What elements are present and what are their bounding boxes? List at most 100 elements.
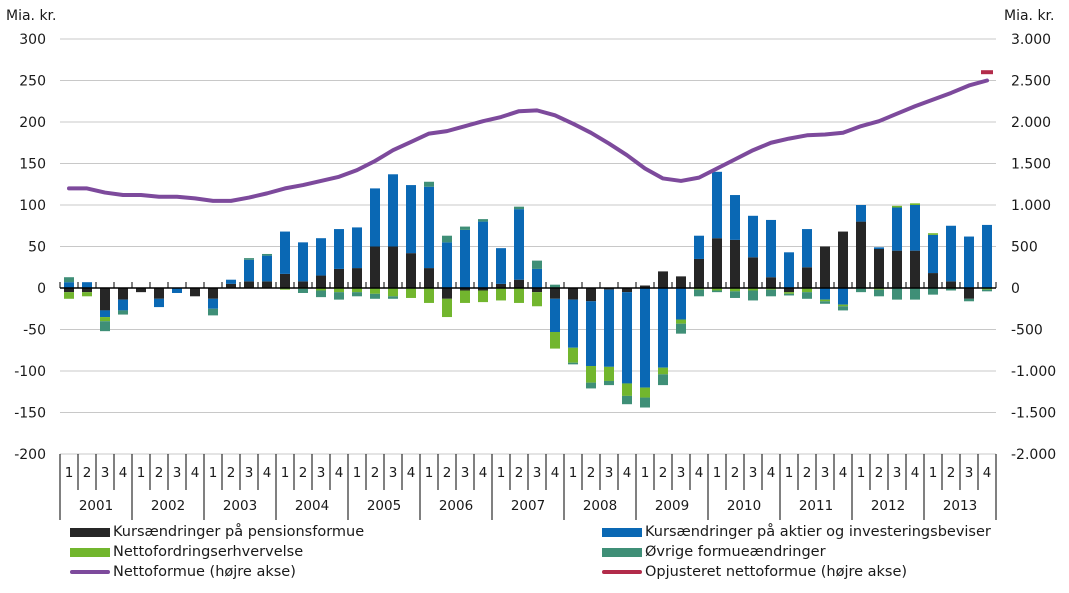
bar-segment bbox=[982, 288, 992, 290]
quarter-label: 2 bbox=[227, 465, 236, 481]
bar-segment bbox=[478, 221, 488, 288]
quarter-label: 3 bbox=[173, 465, 182, 481]
right-axis-ticks: 3.000 2.500 2.000 1.500 1.000 500 0 -500 -1.000 -… bbox=[1011, 32, 1056, 463]
quarter-label: 4 bbox=[263, 465, 272, 481]
bar-segment bbox=[550, 288, 560, 299]
bar-segment bbox=[802, 292, 812, 299]
bar-segment bbox=[622, 395, 632, 405]
quarter-label: 1 bbox=[353, 465, 362, 481]
year-label: 2013 bbox=[943, 498, 977, 514]
bar-segment bbox=[604, 380, 614, 386]
bar-segment bbox=[316, 288, 326, 291]
quarter-label: 4 bbox=[551, 465, 560, 481]
bar-segment bbox=[676, 319, 686, 324]
year-label: 2006 bbox=[439, 498, 473, 514]
bar-segment bbox=[82, 288, 92, 293]
left-tick-label: -150 bbox=[14, 406, 46, 422]
bar-segment bbox=[316, 275, 326, 288]
bar-segment bbox=[784, 293, 794, 296]
bar-segment bbox=[568, 288, 578, 300]
year-label: 2008 bbox=[583, 498, 617, 514]
bars bbox=[64, 171, 992, 408]
bar-segment bbox=[226, 279, 236, 284]
bar-segment bbox=[856, 221, 866, 288]
bar-segment bbox=[982, 289, 992, 292]
bar-segment bbox=[244, 259, 254, 282]
bar-segment bbox=[154, 298, 164, 308]
bar-segment bbox=[244, 258, 254, 260]
bar-segment bbox=[316, 238, 326, 276]
bar-segment bbox=[100, 317, 110, 322]
bar-segment bbox=[748, 257, 758, 288]
quarter-label: 1 bbox=[929, 465, 938, 481]
bar-segment bbox=[388, 246, 398, 288]
left-tick-label: 150 bbox=[19, 157, 46, 173]
bar-segment bbox=[64, 292, 74, 299]
quarter-label: 3 bbox=[821, 465, 830, 481]
bar-segment bbox=[946, 288, 956, 291]
bar-segment bbox=[622, 288, 632, 293]
bar-segment bbox=[496, 283, 506, 288]
bar-segment bbox=[964, 236, 974, 288]
bar-segment bbox=[676, 288, 686, 320]
bar-segment bbox=[334, 229, 344, 269]
bar-segment bbox=[586, 288, 596, 302]
legend-item-adjusted-net-wealth: Opjusteret nettoformue (højre akse) bbox=[602, 564, 907, 580]
year-label: 2003 bbox=[223, 498, 257, 514]
legend-label-pension: Kursændringer på pensionsformue bbox=[113, 524, 365, 540]
bar-segment bbox=[172, 288, 182, 293]
bar-segment bbox=[118, 288, 128, 300]
bar-segment bbox=[352, 292, 362, 297]
bar-segment bbox=[478, 288, 488, 291]
bar-segment bbox=[64, 288, 74, 293]
bar-segment bbox=[676, 276, 686, 288]
quarter-label: 4 bbox=[767, 465, 776, 481]
left-tick-label: 50 bbox=[28, 240, 46, 256]
bar-segment bbox=[100, 310, 110, 318]
bar-segment bbox=[388, 174, 398, 247]
quarter-label: 3 bbox=[677, 465, 686, 481]
quarter-label: 1 bbox=[785, 465, 794, 481]
bar-segment bbox=[766, 277, 776, 288]
legend-item-net-claims: Nettofordringserhvervelse bbox=[70, 544, 303, 560]
bar-segment bbox=[532, 268, 542, 288]
bar-segment bbox=[928, 288, 938, 295]
bar-segment bbox=[910, 203, 920, 205]
bar-segment bbox=[280, 231, 290, 274]
quarter-label: 4 bbox=[191, 465, 200, 481]
bar-segment bbox=[424, 181, 434, 187]
quarter-label: 1 bbox=[425, 465, 434, 481]
quarter-label: 2 bbox=[875, 465, 884, 481]
right-tick-label: 1.000 bbox=[1011, 198, 1051, 214]
bar-segment bbox=[460, 229, 470, 288]
bar-segment bbox=[334, 292, 344, 300]
bar-segment bbox=[406, 288, 416, 298]
bar-segment bbox=[802, 229, 812, 268]
bar-segment bbox=[442, 242, 452, 288]
bar-segment bbox=[460, 290, 470, 303]
bar-segment bbox=[910, 205, 920, 251]
bar-segment bbox=[712, 238, 722, 288]
quarter-label: 1 bbox=[209, 465, 218, 481]
bar-segment bbox=[784, 288, 794, 293]
quarter-label: 3 bbox=[893, 465, 902, 481]
bar-segment bbox=[748, 288, 758, 291]
bar-segment bbox=[118, 310, 128, 315]
year-label: 2009 bbox=[655, 498, 689, 514]
bar-segment bbox=[334, 288, 344, 293]
year-label: 2001 bbox=[79, 498, 113, 514]
legend-label-net-claims: Nettofordringserhvervelse bbox=[113, 544, 304, 560]
quarter-label: 1 bbox=[137, 465, 146, 481]
quarter-label: 4 bbox=[911, 465, 920, 481]
quarter-label: 4 bbox=[695, 465, 704, 481]
bar-segment bbox=[244, 281, 254, 288]
bar-segment bbox=[802, 288, 812, 293]
quarter-label: 3 bbox=[101, 465, 110, 481]
bar-segment bbox=[856, 205, 866, 222]
legend-label-adjusted-net-wealth: Opjusteret nettoformue (højre akse) bbox=[645, 564, 908, 580]
quarter-label: 2 bbox=[947, 465, 956, 481]
zero-axis bbox=[59, 282, 997, 289]
bar-segment bbox=[64, 277, 74, 283]
bar-segment bbox=[676, 323, 686, 334]
